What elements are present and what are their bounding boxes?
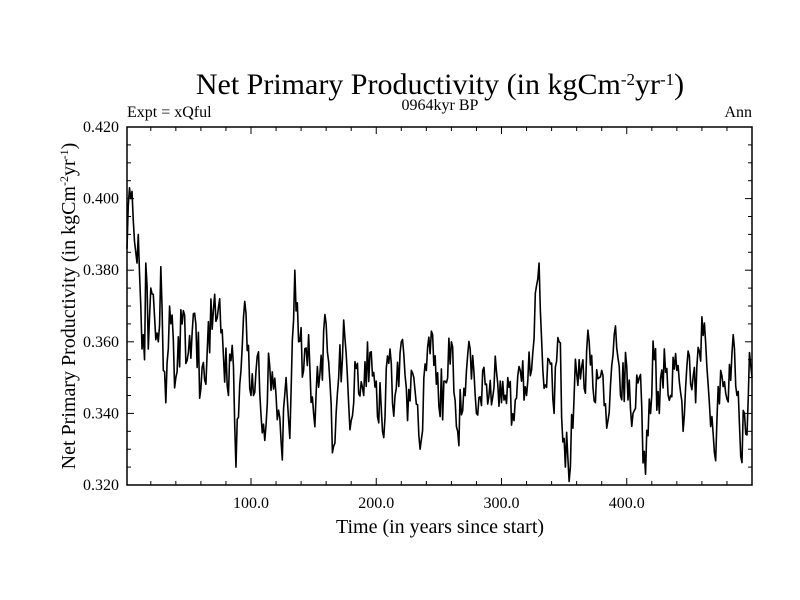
y-axis-label: Net Primary Productivity (in kgCm-2yr-1)	[57, 143, 80, 470]
y-tick-label: 0.340	[83, 405, 119, 422]
y-tick-label: 0.380	[83, 262, 119, 279]
y-tick-label: 0.400	[83, 191, 119, 208]
x-tick-label: 200.0	[358, 495, 394, 512]
x-axis-label: Time (in years since start)	[336, 516, 544, 538]
y-tick-label: 0.320	[83, 477, 119, 494]
series-line-npp	[126, 187, 753, 483]
x-tick-label: 100.0	[233, 495, 269, 512]
y-axis-label-sup1: -2	[57, 176, 71, 186]
experiment-label: Expt = xQful	[127, 104, 212, 121]
plot-area: 100.0 200.0 300.0 400.0 0.320 0.340 0.360 0.380…	[83, 119, 753, 512]
chart-title-sup1: -2	[621, 70, 635, 89]
y-axis-label-end: )	[58, 143, 80, 150]
y-axis-label-sup2: -1	[57, 149, 71, 159]
y-tick-label: 0.420	[83, 119, 119, 136]
y-axis-label-main: Net Primary Productivity (in kgCm	[58, 186, 80, 470]
x-tick-label: 300.0	[483, 495, 519, 512]
y-tick-label: 0.360	[83, 334, 119, 351]
chart-title-mid: yr	[635, 68, 660, 101]
season-label: Ann	[724, 104, 752, 121]
chart-title-end: )	[674, 68, 684, 101]
chart-title-main: Net Primary Productivity (in kgCm	[196, 68, 621, 101]
x-tick-label: 400.0	[609, 495, 645, 512]
y-axis-label-mid: yr	[58, 159, 80, 176]
chart-title-sup2: -1	[660, 70, 674, 89]
plot-frame	[126, 126, 753, 486]
chart-subtitle: 0964kyr BP	[402, 97, 479, 114]
chart-title: Net Primary Productivity (in kgCm-2yr-1)	[196, 68, 684, 101]
